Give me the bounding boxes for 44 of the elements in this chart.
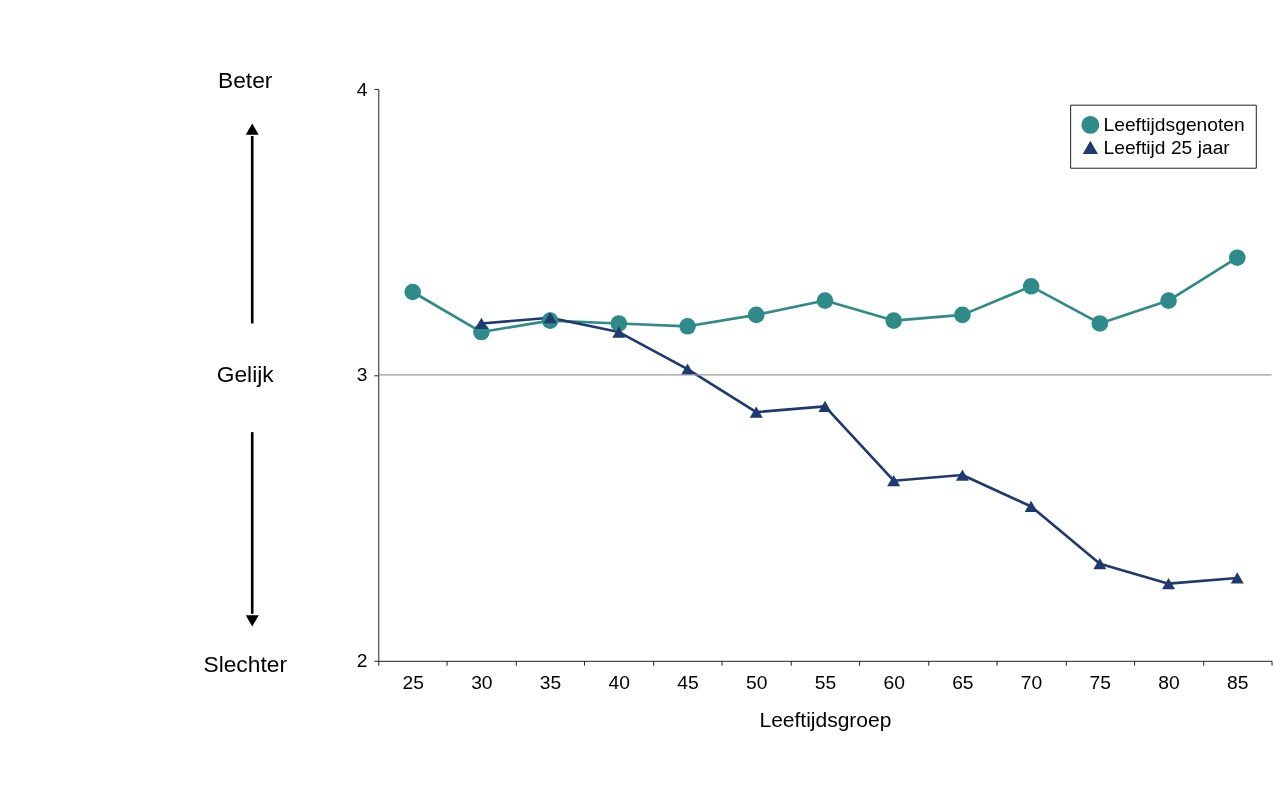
x-tick-label: 25 xyxy=(402,672,424,694)
x-tick-label: 65 xyxy=(952,672,974,694)
point xyxy=(747,306,765,324)
point xyxy=(954,306,971,324)
point xyxy=(885,312,902,329)
x-tick-label: 75 xyxy=(1089,672,1111,694)
x-tick-label: 35 xyxy=(539,672,562,694)
legend-label: Leeftijd 25 jaar xyxy=(1103,136,1231,158)
point xyxy=(543,312,557,324)
point xyxy=(1024,500,1038,513)
y-tick-label: 2 xyxy=(356,650,368,672)
point xyxy=(1230,572,1244,584)
y-tick-label: 3 xyxy=(356,364,368,386)
legend-label: Leeftijdsgenoten xyxy=(1103,114,1245,136)
x-tick-label: 55 xyxy=(814,672,837,694)
point xyxy=(610,315,628,332)
x-tick-label: 60 xyxy=(883,672,905,694)
text: Gelijk xyxy=(216,360,275,387)
point xyxy=(612,326,626,338)
x-axis-title: Leeftijdsgroep xyxy=(759,707,892,731)
point xyxy=(1162,578,1176,590)
point xyxy=(474,317,488,330)
x-tick-label: 85 xyxy=(1226,672,1249,694)
point xyxy=(1091,315,1109,332)
point xyxy=(955,469,969,481)
point xyxy=(1022,277,1040,295)
point xyxy=(1093,558,1107,570)
x-tick-label: 50 xyxy=(745,672,768,694)
point xyxy=(818,400,832,412)
text: Beter xyxy=(218,67,273,94)
point xyxy=(404,283,421,301)
point xyxy=(749,406,763,418)
point xyxy=(1228,249,1246,266)
x-tick-label: 80 xyxy=(1158,672,1180,694)
point xyxy=(816,292,834,309)
x-tick-label: 40 xyxy=(608,672,630,694)
point xyxy=(1160,292,1177,309)
point xyxy=(679,318,696,335)
y-tick-label: 4 xyxy=(356,78,368,100)
x-tick-label: 30 xyxy=(471,672,493,694)
x-tick-label: 70 xyxy=(1020,672,1043,694)
point xyxy=(887,475,901,487)
x-tick-label: 45 xyxy=(677,672,699,694)
text: Slechter xyxy=(203,651,288,678)
